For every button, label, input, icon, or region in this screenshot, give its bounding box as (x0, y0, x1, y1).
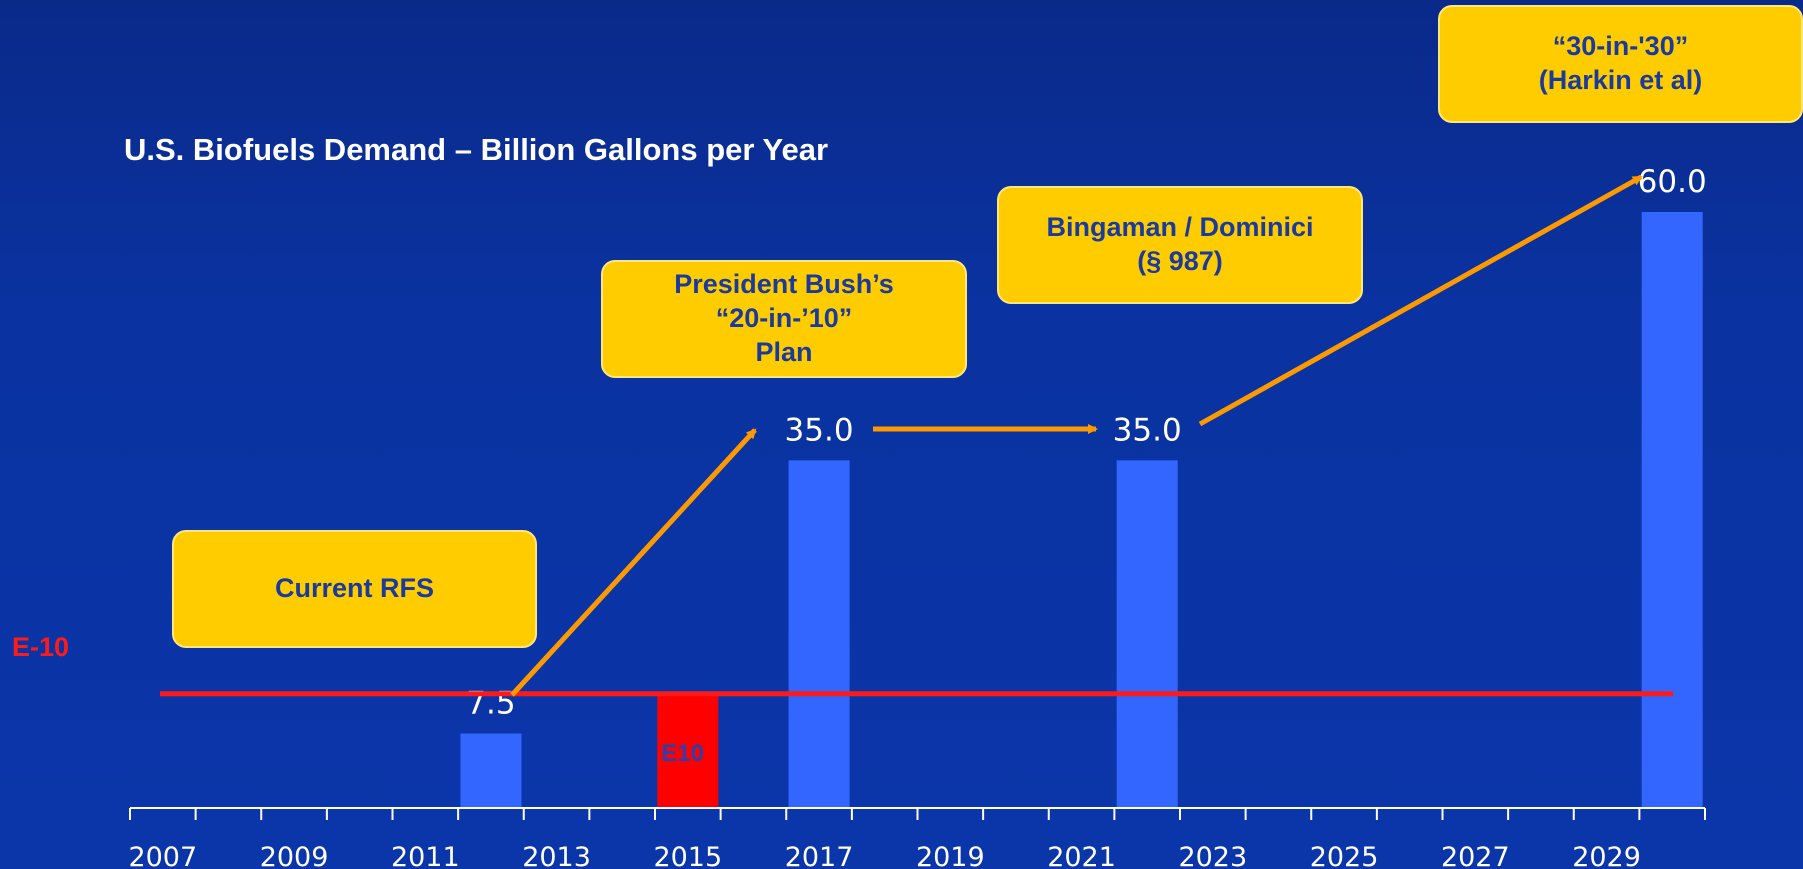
chart-title: U.S. Biofuels Demand – Billion Gallons p… (124, 132, 829, 167)
x-tick-label-2023: 2023 (1178, 842, 1247, 869)
bars-layer (460, 212, 1703, 808)
callout-bingaman-dominici: Bingaman / Dominici (§ 987) (997, 186, 1363, 304)
bar-value-label-2017: 35.0 (785, 412, 854, 448)
x-tick-label-2015: 2015 (653, 842, 722, 869)
x-tick-label-2017: 2017 (785, 842, 854, 869)
bar-2030 (1641, 212, 1703, 808)
x-tick-label-2027: 2027 (1441, 842, 1510, 869)
x-tick-label-2025: 2025 (1310, 842, 1379, 869)
bar-2017 (788, 460, 850, 808)
bar-label-e10: E10 (661, 740, 704, 767)
arrow-to-harkin (1198, 174, 1643, 427)
bar-2022 (1116, 460, 1178, 808)
arrow-to-bush-plan (510, 428, 757, 697)
x-tick-label-2019: 2019 (916, 842, 985, 869)
callout-bush-plan: President Bush’s “20-in-’10” Plan (601, 260, 967, 378)
bar-2012 (460, 733, 522, 808)
callout-harkin: “30-in-'30” (Harkin et al) (1438, 5, 1803, 123)
x-tick-label-2013: 2013 (522, 842, 591, 869)
bar-value-label-2012: 7.5 (466, 686, 515, 722)
e10-line-label: E-10 (12, 632, 70, 662)
value-labels: 7.5 E10 35.0 35.0 60.0 (466, 164, 1706, 767)
callout-current-rfs: Current RFS (172, 530, 537, 648)
bar-e10 (657, 693, 719, 808)
x-axis: 2007 2009 2011 2013 2015 2017 2019 2021 2023 2025… (128, 807, 1706, 869)
x-tick-label-2029: 2029 (1572, 842, 1641, 869)
trend-arrows (510, 174, 1643, 697)
x-tick-label-2021: 2021 (1047, 842, 1116, 869)
x-tick-label-2007: 2007 (128, 842, 197, 869)
bar-value-label-2030: 60.0 (1638, 164, 1707, 200)
bar-value-label-2022: 35.0 (1113, 412, 1182, 448)
x-tick-label-2011: 2011 (391, 842, 460, 869)
x-tick-label-2009: 2009 (260, 842, 329, 869)
